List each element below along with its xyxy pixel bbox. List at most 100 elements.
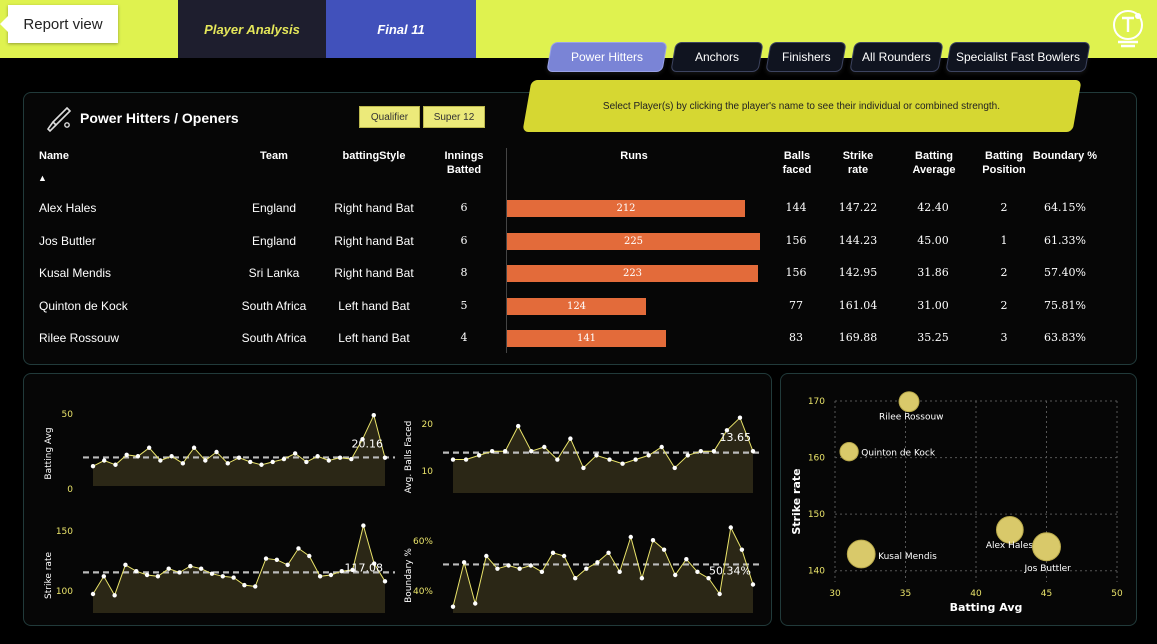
data-point <box>476 453 482 458</box>
last-value-label: 117.08 <box>345 561 384 574</box>
data-point <box>706 575 711 581</box>
data-point <box>285 562 290 568</box>
y-axis-title: Batting Avg <box>44 427 54 479</box>
data-point <box>281 456 287 462</box>
header-line: faced <box>782 164 812 176</box>
player-bubble <box>898 391 920 413</box>
cell-innings: 6 <box>460 201 468 214</box>
bubble-label: Alex Hales <box>986 541 1034 551</box>
data-point <box>203 458 208 463</box>
data-point <box>584 566 589 571</box>
cell-pos: 2 <box>1000 299 1008 312</box>
y-tick-label: 140 <box>808 567 825 577</box>
y-axis-title: Strike rate <box>790 468 803 534</box>
data-point <box>661 547 667 552</box>
y-tick-label: 10 <box>422 467 434 477</box>
cell-pos: 2 <box>1000 201 1008 214</box>
data-point <box>144 572 150 578</box>
header-balls-faced[interactable]: Balls faced <box>768 149 826 177</box>
header-runs[interactable]: Runs <box>620 150 648 162</box>
cell-team: South Africa <box>241 299 307 313</box>
runs-bar: 124 <box>507 298 646 315</box>
player-name-link[interactable]: Quinton de Kock <box>39 299 128 313</box>
data-point <box>539 569 545 575</box>
cell-style: Right hand Bat <box>334 201 414 215</box>
data-point <box>231 575 236 580</box>
player-bubble <box>1032 532 1061 562</box>
cell-pos: 3 <box>1000 331 1008 344</box>
data-point <box>633 457 638 462</box>
data-point <box>339 569 344 574</box>
header-batting-average[interactable]: Batting Average <box>902 149 966 177</box>
data-point <box>711 448 717 454</box>
tab-label: Finishers <box>781 50 831 64</box>
data-point <box>270 459 275 465</box>
header-strike-rate[interactable]: Strike rate <box>829 149 887 177</box>
x-tick-label: 50 <box>1111 589 1123 599</box>
data-point <box>685 453 690 458</box>
tab-all-rounders[interactable]: All Rounders <box>849 42 944 72</box>
cell-sr: 161.04 <box>838 299 878 312</box>
tab-specialist-fast-bowlers[interactable]: Specialist Fast Bowlers <box>945 42 1091 72</box>
bubble-label: Kusal Mendis <box>878 552 937 562</box>
tab-final-11[interactable]: Final 11 <box>326 0 476 58</box>
data-point <box>607 457 612 462</box>
y-axis-title: Avg. Balls Faced <box>404 421 414 494</box>
data-point <box>214 449 219 455</box>
header-boundary-percent[interactable]: Boundary % <box>1032 150 1098 162</box>
cell-innings: 8 <box>460 266 468 279</box>
tab-finishers[interactable]: Finishers <box>765 42 847 72</box>
data-point <box>198 566 204 571</box>
cell-boundary: 61.33% <box>1044 234 1086 247</box>
last-value-label: 50.34% <box>709 565 751 578</box>
header-innings[interactable]: Innings Batted <box>434 149 494 177</box>
runs-bar: 141 <box>507 330 666 347</box>
series-line <box>452 525 754 607</box>
y-tick-label: 100 <box>56 587 73 597</box>
header-batting-position[interactable]: Batting Position <box>973 149 1035 177</box>
x-tick-label: 35 <box>900 589 911 599</box>
header-batting-style[interactable]: battingStyle <box>342 150 406 162</box>
player-name-link[interactable]: Rilee Rossouw <box>39 331 120 345</box>
player-name-link[interactable]: Kusal Mendis <box>39 266 112 280</box>
x-axis-title: Batting Avg <box>950 601 1023 614</box>
data-point <box>166 566 171 571</box>
data-point <box>484 553 489 559</box>
last-value-label: 13.65 <box>720 431 752 444</box>
cell-balls: 156 <box>785 234 807 247</box>
header-team[interactable]: Team <box>260 150 288 162</box>
tab-player-analysis[interactable]: Player Analysis <box>178 0 326 58</box>
cell-avg: 31.00 <box>917 299 949 312</box>
sort-ascending-icon[interactable]: ▲ <box>38 173 47 183</box>
tab-label: Specialist Fast Bowlers <box>955 50 1081 64</box>
data-point <box>737 415 743 420</box>
header-line: Batting <box>985 150 1023 162</box>
data-point <box>516 423 521 429</box>
report-view-button[interactable]: Report view <box>0 5 118 43</box>
cell-style: Right hand Bat <box>334 234 414 248</box>
cell-boundary: 64.15% <box>1044 201 1086 214</box>
data-point <box>134 569 139 574</box>
qualifier-button[interactable]: Qualifier <box>359 106 420 128</box>
data-point <box>650 537 656 543</box>
data-point <box>463 457 469 462</box>
cell-team: England <box>251 234 297 248</box>
data-point <box>728 525 733 530</box>
data-point <box>123 562 128 568</box>
header-name[interactable]: Name <box>39 150 69 162</box>
data-point <box>695 569 700 575</box>
data-point <box>236 455 242 460</box>
data-point <box>620 461 625 466</box>
cell-avg: 45.00 <box>917 234 949 247</box>
x-tick-label: 40 <box>970 589 982 599</box>
data-point <box>371 412 376 418</box>
player-name-link[interactable]: Jos Buttler <box>39 234 96 248</box>
cell-innings: 6 <box>460 234 468 247</box>
tab-anchors[interactable]: Anchors <box>670 42 764 72</box>
tab-label: All Rounders <box>862 50 931 64</box>
tab-power-hitters[interactable]: Power Hitters <box>546 42 668 72</box>
data-point <box>542 444 547 450</box>
x-tick-label: 30 <box>829 589 841 599</box>
super-12-button[interactable]: Super 12 <box>423 106 485 128</box>
player-name-link[interactable]: Alex Hales <box>39 201 97 215</box>
